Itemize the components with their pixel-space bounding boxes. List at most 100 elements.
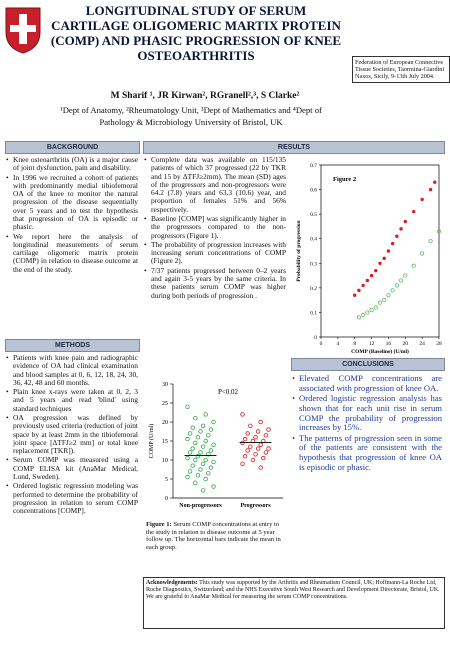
data-point: [203, 476, 208, 482]
data-point: [263, 433, 269, 438]
data-point: [263, 450, 269, 455]
data-point: [433, 180, 437, 184]
x-tick-label: Progressors: [240, 503, 271, 509]
data-point: [266, 446, 271, 451]
data-point: [428, 239, 433, 244]
data-point: [382, 298, 387, 303]
data-point: [369, 273, 374, 278]
x-tick-label: 24: [419, 341, 425, 347]
data-point: [208, 427, 214, 432]
y-tick-label: 5: [165, 477, 168, 483]
bullet: The probability of progression increases…: [144, 240, 286, 266]
data-point: [203, 412, 208, 417]
data-point: [187, 450, 193, 455]
data-point: [190, 446, 195, 451]
y-tick-label: 0: [165, 496, 168, 502]
data-point: [200, 488, 206, 493]
data-point: [198, 429, 203, 434]
data-point: [193, 480, 198, 485]
data-point: [365, 310, 370, 315]
data-point: [185, 474, 190, 480]
data-point: [206, 433, 211, 438]
data-point: [255, 446, 261, 451]
methods-text: Patients with knee pain and radiographic…: [6, 354, 138, 582]
data-point: [245, 448, 250, 453]
title: LONGITUDINAL STUDY OF SERUM CARTILAGE OL…: [50, 3, 342, 63]
data-point: [374, 268, 378, 273]
figure-1-caption: Figure 1: Serum COMP concentrations at e…: [146, 521, 286, 551]
data-point: [353, 293, 357, 297]
data-point: [253, 434, 258, 440]
data-point: [266, 427, 271, 432]
data-point: [403, 273, 408, 278]
data-point: [245, 431, 250, 436]
acknowledgements: Acknowledgements: This study was support…: [143, 577, 445, 629]
bullet: The patterns of progression seen in some…: [292, 433, 442, 473]
data-point: [195, 434, 201, 440]
x-tick-label: 28: [436, 341, 442, 347]
data-point: [436, 229, 442, 234]
data-point: [369, 307, 374, 313]
data-point: [377, 300, 383, 305]
x-tick-label: 4: [336, 341, 339, 347]
data-point: [403, 219, 407, 224]
data-point: [185, 455, 190, 461]
data-point: [258, 419, 263, 425]
section-heading: RESULTS: [143, 141, 445, 154]
section-heading: METHODS: [5, 339, 140, 352]
data-point: [193, 440, 198, 446]
y-axis-label: Probability of progression: [296, 220, 302, 281]
data-point: [248, 444, 253, 449]
section-heading: BACKGROUND: [5, 141, 140, 154]
data-point: [200, 423, 206, 428]
x-tick-label: 16: [386, 341, 392, 347]
data-point: [255, 429, 261, 434]
plot-area: [320, 164, 440, 338]
conference: Federation of European Connective Tissue…: [352, 56, 450, 84]
y-tick-label: 20: [162, 420, 168, 426]
data-point: [185, 436, 190, 442]
caption-text: Serum COMP concentrations at entry to th…: [146, 521, 281, 551]
data-point: [211, 459, 216, 465]
y-tick-label: 0.1: [310, 310, 317, 316]
data-point: [394, 283, 399, 288]
chart-title: Figure 2: [333, 176, 356, 183]
data-point: [365, 278, 370, 283]
data-point: [208, 448, 214, 453]
data-point: [187, 431, 193, 436]
data-point: [356, 315, 362, 320]
data-point: [420, 197, 424, 202]
section-heading: CONCLUSIONS: [291, 358, 445, 371]
data-point: [373, 305, 378, 310]
data-point: [382, 256, 386, 261]
data-point: [240, 412, 245, 417]
data-point: [211, 419, 216, 425]
ack-label: Acknowledgements:: [146, 580, 198, 586]
data-point: [361, 283, 365, 288]
data-point: [261, 455, 266, 461]
data-point: [395, 234, 399, 238]
data-point: [211, 442, 216, 447]
data-point: [187, 469, 193, 474]
bullet: Serum COMP was measured using a COMP ELI…: [6, 456, 138, 481]
authors: M Sharif ¹, JR Kirwan², RGranell²,³, S C…: [110, 91, 300, 101]
y-tick-label: 0.4: [310, 237, 317, 243]
data-point: [195, 472, 201, 478]
data-point: [190, 425, 195, 430]
bullet: 7/37 patients progressed between 0–2 yea…: [144, 266, 286, 300]
data-point: [198, 450, 203, 455]
data-point: [250, 457, 256, 463]
x-tick-label: Non-progressors: [179, 503, 222, 509]
data-point: [185, 404, 190, 409]
data-point: [398, 278, 404, 283]
y-tick-label: 0.6: [310, 188, 317, 194]
data-point: [190, 463, 195, 468]
bullet: Ordered logistic regression modeling was…: [6, 482, 138, 515]
affiliations: ¹Dept of Anatomy, ²Rheumatology Unit, ³D…: [60, 105, 322, 127]
figure-2: 0 0.1 0.2 0.3 0.4 0.5 0.6 0.7 0 4 8 12 16 20 24 28 Figur…: [296, 163, 442, 355]
background-text: Knee osteoarthritis (OA) is a major caus…: [6, 156, 138, 336]
y-tick-label: 0.2: [310, 286, 317, 292]
caption-label: Figure 1:: [146, 521, 172, 528]
y-tick-label: 10: [162, 458, 168, 464]
